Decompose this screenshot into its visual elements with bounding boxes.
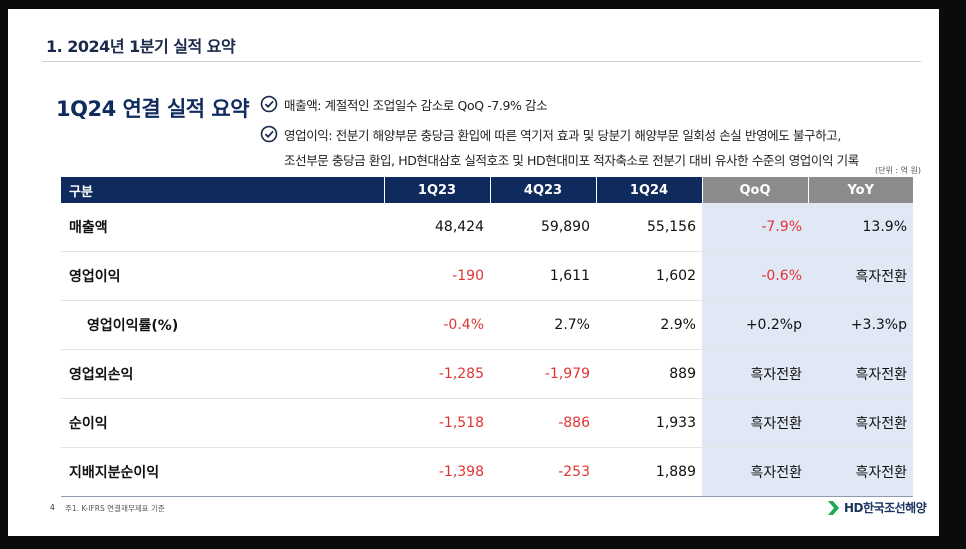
table-cell: -1,398 xyxy=(384,447,490,497)
company-logo: HD한국조선해양 xyxy=(828,499,927,516)
unit-label: (단위 : 억 원) xyxy=(874,166,921,175)
results-table: 구분 1Q23 4Q23 1Q24 QoQ YoY 매출액 48,424 59,89… xyxy=(61,177,913,497)
table-row: 영업외손익 -1,285 -1,979 889 흑자전환 흑자전환 xyxy=(61,349,913,399)
table-cell: 1,889 xyxy=(596,447,702,497)
table-row: 지배지분순이익 -1,398 -253 1,889 흑자전환 흑자전환 xyxy=(61,447,913,497)
table-cell: -0.6% xyxy=(702,251,808,301)
footnote: 주1. K-IFRS 연결재무제표 기준 xyxy=(65,504,165,513)
table-cell: 48,424 xyxy=(384,203,490,252)
table-header-row: 구분 1Q23 4Q23 1Q24 QoQ YoY xyxy=(61,177,913,203)
row-label: 지배지분순이익 xyxy=(61,447,384,497)
header-1q24: 1Q24 xyxy=(596,177,703,203)
header-category: 구분 xyxy=(61,177,385,203)
section-title: 1. 2024년 1분기 실적 요약 xyxy=(46,37,236,56)
check-circle-icon xyxy=(260,95,278,113)
table-cell: 흑자전환 xyxy=(808,251,913,301)
table-cell: 1,611 xyxy=(490,251,596,301)
table-cell: 흑자전환 xyxy=(808,398,913,448)
table-cell: -190 xyxy=(384,251,490,301)
note-revenue: 매출액: 계절적인 조업일수 감소로 QoQ -7.9% 감소 xyxy=(260,95,548,114)
row-label: 매출액 xyxy=(61,203,384,252)
table-row: 매출액 48,424 59,890 55,156 -7.9% 13.9% xyxy=(61,203,913,252)
note-operating-profit-line2: 조선부문 충당금 환입, HD현대삼호 실적호조 및 HD현대미포 적자축소로 … xyxy=(284,153,859,168)
note-operating-profit: 영업이익: 전분기 해양부문 충당금 환입에 따른 역기저 효과 및 당분기 해… xyxy=(260,125,859,169)
header-4q23: 4Q23 xyxy=(490,177,597,203)
table-cell: -886 xyxy=(490,398,596,448)
table-row: 영업이익률(%) -0.4% 2.7% 2.9% +0.2%p +3.3%p xyxy=(61,300,913,350)
table-cell: 흑자전환 xyxy=(808,349,913,399)
table-row: 영업이익 -190 1,611 1,602 -0.6% 흑자전환 xyxy=(61,251,913,301)
table-cell: -0.4% xyxy=(384,300,490,350)
table-cell: +0.2%p xyxy=(702,300,808,350)
row-label: 순이익 xyxy=(61,398,384,448)
row-label: 영업외손익 xyxy=(61,349,384,399)
hd-logo-icon xyxy=(828,500,839,515)
table-cell: -1,518 xyxy=(384,398,490,448)
header-yoy: YoY xyxy=(808,177,913,203)
table-cell: -253 xyxy=(490,447,596,497)
note-revenue-text: 매출액: 계절적인 조업일수 감소로 QoQ -7.9% 감소 xyxy=(284,98,548,113)
table-cell: +3.3%p xyxy=(808,300,913,350)
note-operating-profit-line1: 영업이익: 전분기 해양부문 충당금 환입에 따른 역기저 효과 및 당분기 해… xyxy=(284,128,841,143)
table-cell: 59,890 xyxy=(490,203,596,252)
table-row: 순이익 -1,518 -886 1,933 흑자전환 흑자전환 xyxy=(61,398,913,448)
table-cell: 889 xyxy=(596,349,702,399)
header-divider xyxy=(42,61,921,62)
slide: 1. 2024년 1분기 실적 요약 1Q24 연결 실적 요약 매출액: 계절… xyxy=(8,9,939,536)
row-label: 영업이익률(%) xyxy=(61,300,384,350)
page-number: 4 xyxy=(50,503,55,512)
table-cell: 흑자전환 xyxy=(702,349,808,399)
row-label: 영업이익 xyxy=(61,251,384,301)
logo-text: HD한국조선해양 xyxy=(844,501,927,515)
table-cell: 2.9% xyxy=(596,300,702,350)
table-cell: 흑자전환 xyxy=(702,447,808,497)
table-cell: -1,285 xyxy=(384,349,490,399)
table-cell: 1,602 xyxy=(596,251,702,301)
table-cell: 흑자전환 xyxy=(808,447,913,497)
table-cell: 55,156 xyxy=(596,203,702,252)
table-cell: 흑자전환 xyxy=(702,398,808,448)
table-cell: -7.9% xyxy=(702,203,808,252)
table-cell: 1,933 xyxy=(596,398,702,448)
header-1q23: 1Q23 xyxy=(384,177,491,203)
table-cell: 13.9% xyxy=(808,203,913,252)
page-title: 1Q24 연결 실적 요약 xyxy=(56,97,250,121)
table-cell: -1,979 xyxy=(490,349,596,399)
check-circle-icon xyxy=(260,125,278,143)
table-cell: 2.7% xyxy=(490,300,596,350)
header-qoq: QoQ xyxy=(702,177,809,203)
